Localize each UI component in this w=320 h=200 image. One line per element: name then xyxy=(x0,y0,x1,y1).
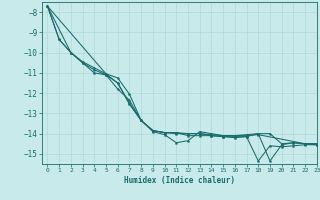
X-axis label: Humidex (Indice chaleur): Humidex (Indice chaleur) xyxy=(124,176,235,185)
